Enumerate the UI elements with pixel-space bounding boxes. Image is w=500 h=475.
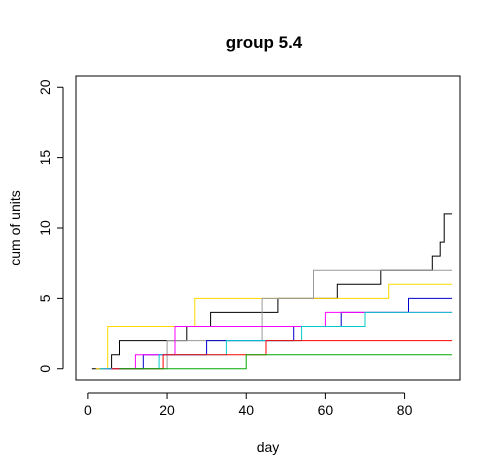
y-tick-label: 10 [37,220,53,236]
series-line-5 [103,311,453,370]
y-tick-label: 0 [37,365,53,373]
series-line-3 [99,269,453,370]
chart-title: group 5.4 [226,33,303,52]
y-axis-title: cum of units [7,190,23,265]
series-layer [91,213,453,370]
x-axis-title: day [257,439,280,455]
x-tick-label: 0 [84,402,92,418]
x-tick-label: 60 [318,402,334,418]
plot-frame [75,75,461,381]
x-tick-label: 20 [159,402,175,418]
x-tick-label: 80 [397,402,413,418]
y-tick-label: 5 [37,294,53,302]
series-line-8 [119,354,453,370]
y-tick-label: 20 [37,79,53,95]
y-tick-label: 15 [37,150,53,166]
series-line-2 [95,283,453,370]
series-line-1 [91,213,453,370]
axes-layer: 0 20 40 60 80 0 5 10 15 20 [37,79,413,418]
series-line-6 [99,311,453,370]
x-tick-label: 40 [238,402,254,418]
series-line-4 [107,297,453,370]
